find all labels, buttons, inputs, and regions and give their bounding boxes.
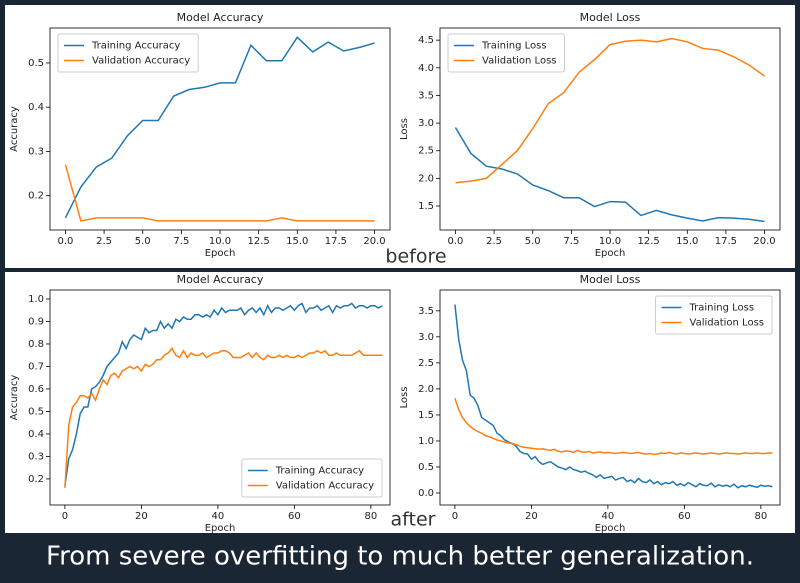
y-tick-label: 3.0: [418, 332, 434, 343]
legend-box: [241, 458, 383, 498]
y-tick-label: 3.5: [418, 90, 434, 101]
legend-label: Validation Loss: [482, 56, 557, 67]
series-line: [454, 304, 773, 489]
legend-box: [447, 33, 565, 73]
x-tick-label: 0: [452, 511, 458, 522]
y-tick-label: 0.5: [418, 462, 434, 473]
series-line: [64, 302, 383, 486]
legend-label: Training Accuracy: [275, 466, 364, 477]
x-tick-label: 2.5: [96, 236, 112, 247]
x-tick-label: 0.0: [58, 236, 74, 247]
y-tick-label: 3.5: [418, 306, 434, 317]
y-tick-label: 1.0: [418, 436, 434, 447]
y-axis-label: Loss: [399, 387, 410, 409]
x-axis-label: Epoch: [595, 523, 626, 534]
y-tick-label: 2.0: [418, 173, 434, 184]
x-tick-label: 40: [212, 511, 225, 522]
x-tick-label: 60: [678, 511, 691, 522]
chart-title: Model Accuracy: [177, 273, 264, 286]
x-tick-label: 20: [525, 511, 538, 522]
x-tick-label: 7.5: [563, 236, 579, 247]
x-tick-label: 17.5: [325, 236, 347, 247]
caption: From severe overfitting to much better g…: [46, 542, 754, 572]
y-tick-label: 1.5: [418, 410, 434, 421]
plot-frame: [439, 289, 781, 506]
y-tick-label: 0.4: [28, 429, 44, 440]
y-tick-label: 0.2: [28, 474, 44, 485]
y-axis-label: Loss: [399, 118, 410, 140]
x-tick-label: 20: [135, 511, 148, 522]
legend-label: Training Accuracy: [91, 41, 180, 52]
x-tick-label: 20.0: [363, 236, 385, 247]
y-tick-label: 0.3: [28, 146, 44, 157]
series-line: [454, 127, 765, 223]
y-tick-label: 0.4: [28, 102, 44, 113]
x-tick-label: 10.0: [599, 236, 621, 247]
x-tick-label: 0: [62, 511, 68, 522]
x-tick-label: 12.5: [248, 236, 270, 247]
y-tick-label: 1.0: [28, 294, 44, 305]
y-tick-label: 0.7: [28, 361, 44, 372]
y-tick-label: 4.5: [418, 35, 434, 46]
series-line: [454, 398, 773, 456]
legend-label: Validation Accuracy: [92, 56, 190, 67]
chart-title: Model Loss: [580, 273, 641, 286]
legend-box: [655, 295, 773, 335]
series-line: [64, 36, 375, 219]
x-tick-label: 5.0: [525, 236, 541, 247]
y-tick-label: 0.0: [418, 488, 434, 499]
y-tick-label: 0.2: [28, 191, 44, 202]
before-label: before: [385, 246, 446, 268]
x-tick-label: 12.5: [638, 236, 660, 247]
series-line: [64, 164, 375, 222]
y-axis-label: Accuracy: [9, 106, 20, 152]
y-tick-label: 0.6: [28, 384, 44, 395]
legend-box: [57, 33, 199, 73]
legend-label: Training Loss: [689, 303, 755, 314]
x-tick-label: 7.5: [173, 236, 189, 247]
y-tick-label: 0.5: [28, 58, 44, 69]
x-tick-label: 80: [755, 511, 768, 522]
y-tick-label: 2.5: [418, 358, 434, 369]
x-axis-label: Epoch: [205, 523, 236, 534]
series-line: [64, 347, 383, 488]
y-tick-label: 0.3: [28, 451, 44, 462]
y-tick-label: 0.5: [28, 406, 44, 417]
x-axis-label: Epoch: [595, 248, 626, 259]
y-tick-label: 4.0: [418, 63, 434, 74]
y-tick-label: 0.9: [28, 316, 44, 327]
x-tick-label: 5.0: [135, 236, 151, 247]
x-axis-label: Epoch: [205, 248, 236, 259]
legend-label: Validation Accuracy: [276, 481, 374, 492]
y-tick-label: 2.0: [418, 384, 434, 395]
y-tick-label: 3.0: [418, 118, 434, 129]
y-tick-label: 1.5: [418, 201, 434, 212]
plot-frame: [49, 289, 391, 506]
after-label: after: [391, 509, 436, 531]
x-tick-label: 80: [365, 511, 378, 522]
y-axis-label: Accuracy: [9, 375, 20, 421]
chart-title: Model Accuracy: [177, 11, 264, 24]
x-tick-label: 10.0: [209, 236, 231, 247]
x-tick-label: 20.0: [753, 236, 775, 247]
x-tick-label: 2.5: [486, 236, 502, 247]
series-line: [455, 37, 765, 184]
x-tick-label: 17.5: [715, 236, 737, 247]
legend-label: Validation Loss: [690, 318, 765, 329]
x-tick-label: 15.0: [676, 236, 698, 247]
x-tick-label: 40: [602, 511, 615, 522]
legend-label: Training Loss: [481, 41, 547, 52]
y-tick-label: 2.5: [418, 146, 434, 157]
x-tick-label: 15.0: [286, 236, 308, 247]
x-tick-label: 60: [288, 511, 301, 522]
x-tick-label: 0.0: [448, 236, 464, 247]
y-tick-label: 0.8: [28, 339, 44, 350]
chart-title: Model Loss: [580, 11, 641, 24]
